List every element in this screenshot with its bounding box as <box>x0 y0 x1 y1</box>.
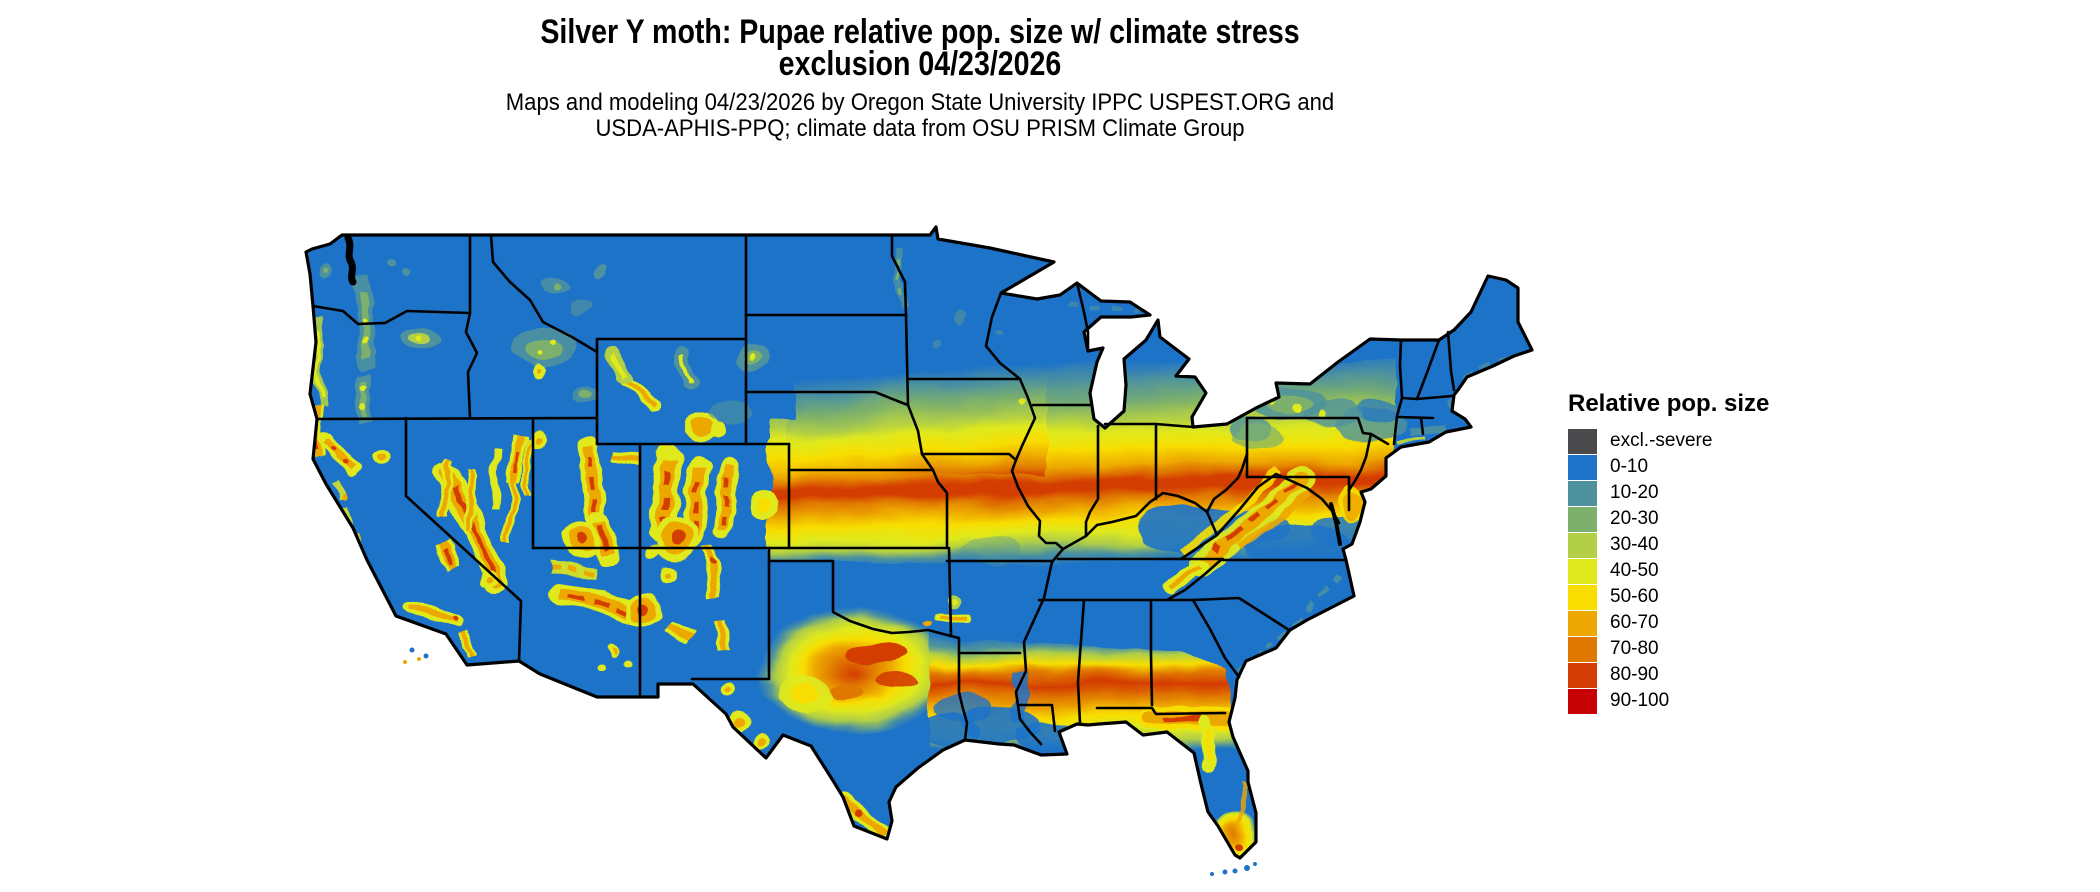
legend-swatch-icon <box>1568 584 1597 610</box>
legend-label: 10-20 <box>1610 482 1659 503</box>
legend-swatch-icon <box>1568 506 1597 532</box>
legend-row-2: 10-20 <box>1568 480 1769 506</box>
legend-row-1: 0-10 <box>1568 454 1769 480</box>
legend-row-4: 30-40 <box>1568 532 1769 558</box>
map-title-line1: Silver Y moth: Pupae relative pop. size … <box>540 13 1300 51</box>
legend-swatch-icon <box>1568 636 1597 662</box>
legend-label: 30-40 <box>1610 534 1659 555</box>
state-borders <box>311 233 1456 746</box>
legend-title: Relative pop. size <box>1568 390 1770 417</box>
legend-label: 50-60 <box>1610 586 1659 607</box>
legend-swatch-icon <box>1568 532 1597 558</box>
legend-label: 40-50 <box>1610 560 1659 581</box>
legend-row-6: 50-60 <box>1568 584 1769 610</box>
map-title: Silver Y moth: Pupae relative pop. size … <box>320 13 1520 83</box>
population-raster <box>306 227 1532 858</box>
legend-row-3: 20-30 <box>1568 506 1769 532</box>
legend-row-9: 80-90 <box>1568 662 1769 688</box>
legend-label: 0-10 <box>1610 456 1649 477</box>
map-subtitle: Maps and modeling 04/23/2026 by Oregon S… <box>320 90 1520 142</box>
legend-swatch-icon <box>1568 610 1597 636</box>
map-subtitle-line1: Maps and modeling 04/23/2026 by Oregon S… <box>505 89 1335 116</box>
map-subtitle-line2: USDA-APHIS-PPQ; climate data from OSU PR… <box>595 115 1245 142</box>
legend-row-0: excl.-severe <box>1568 428 1769 454</box>
map-title-line2: exclusion 04/23/2026 <box>778 45 1062 83</box>
legend-swatch-icon <box>1568 428 1597 454</box>
legend-row-10: 90-100 <box>1568 688 1769 714</box>
legend-label: 90-100 <box>1610 690 1670 711</box>
legend-swatch-icon <box>1568 558 1597 584</box>
legend-swatch-icon <box>1568 480 1597 506</box>
us-map-svg <box>304 225 1534 876</box>
legend-row-8: 70-80 <box>1568 636 1769 662</box>
us-map <box>300 222 1540 882</box>
legend-label: 70-80 <box>1610 638 1659 659</box>
legend-row-5: 40-50 <box>1568 558 1769 584</box>
legend-row-7: 60-70 <box>1568 610 1769 636</box>
legend-swatch-icon <box>1568 454 1597 480</box>
legend: Relative pop. size excl.-severe 0-10 10-20… <box>1568 390 1769 714</box>
legend-swatch-icon <box>1568 662 1597 688</box>
legend-label: excl.-severe <box>1610 430 1713 451</box>
legend-label: 20-30 <box>1610 508 1659 529</box>
legend-label: 80-90 <box>1610 664 1659 685</box>
legend-items: excl.-severe 0-10 10-20 20-30 30-40 40-50 50-6… <box>1568 428 1769 714</box>
legend-label: 60-70 <box>1610 612 1659 633</box>
legend-swatch-icon <box>1568 688 1597 714</box>
island-dots <box>342 242 1257 876</box>
